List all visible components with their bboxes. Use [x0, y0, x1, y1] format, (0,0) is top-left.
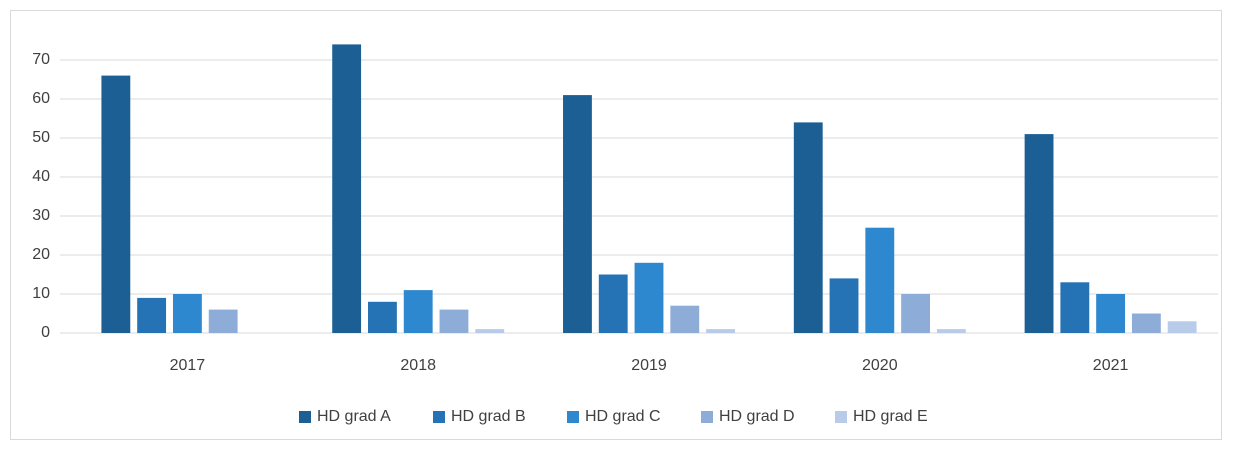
legend-swatch	[835, 411, 847, 423]
legend-label: HD grad B	[451, 408, 526, 425]
y-tick-label: 50	[32, 129, 50, 146]
legend-label: HD grad C	[585, 408, 661, 425]
bar	[936, 329, 966, 333]
legend-label: HD grad A	[317, 408, 391, 425]
bar	[1167, 321, 1197, 333]
bar	[1024, 134, 1054, 333]
bar	[1131, 313, 1161, 333]
legend-swatch	[433, 411, 445, 423]
bar	[634, 262, 664, 333]
chart-border	[10, 10, 1222, 440]
x-tick-label: 2020	[862, 357, 898, 374]
bar	[1096, 294, 1126, 333]
legend-label: HD grad E	[853, 408, 928, 425]
bar	[1060, 282, 1090, 333]
bar	[706, 329, 735, 333]
legend-label: HD grad D	[719, 408, 795, 425]
y-tick-label: 30	[32, 207, 50, 224]
bar	[137, 297, 167, 333]
y-tick-label: 40	[32, 168, 50, 185]
bar	[598, 274, 628, 333]
bar	[101, 75, 131, 333]
bar	[332, 44, 362, 334]
legend-swatch	[701, 411, 713, 423]
x-tick-label: 2021	[1093, 357, 1129, 374]
legend-swatch	[567, 411, 579, 423]
y-tick-label: 10	[32, 285, 50, 302]
y-tick-label: 20	[32, 246, 50, 263]
bar	[403, 290, 433, 333]
bar	[670, 305, 700, 333]
y-tick-label: 70	[32, 51, 50, 68]
bar	[475, 329, 505, 333]
bar	[439, 309, 469, 333]
bar	[208, 309, 238, 333]
bar	[829, 278, 859, 333]
y-tick-label: 0	[41, 324, 50, 341]
bar	[793, 122, 823, 334]
legend-swatch	[299, 411, 311, 423]
bar	[172, 294, 202, 333]
x-tick-label: 2017	[170, 357, 206, 374]
bar	[865, 227, 895, 333]
bar	[563, 95, 592, 333]
y-tick-label: 60	[32, 90, 50, 107]
bar	[368, 301, 397, 333]
x-tick-label: 2018	[400, 357, 436, 374]
x-tick-label: 2019	[631, 357, 667, 374]
bar	[901, 294, 930, 333]
